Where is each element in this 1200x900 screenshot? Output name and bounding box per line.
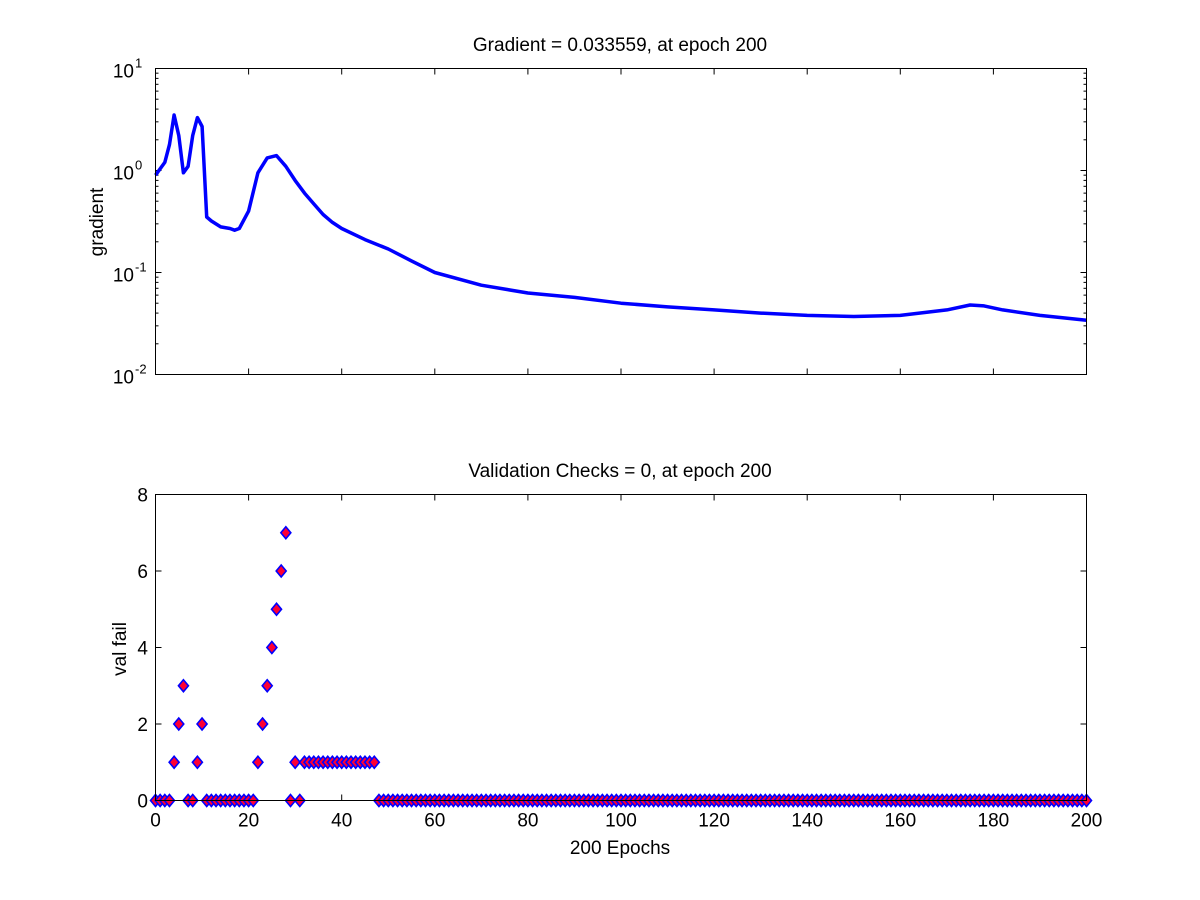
validation-point [261, 678, 274, 693]
validation-point [196, 716, 209, 732]
validation-x-tick-label: 180 [978, 811, 1010, 832]
validation-y-tick-label: 2 [137, 715, 148, 736]
gradient-y-tick-label: 10 [113, 368, 134, 389]
validation-x-tick-label: 100 [605, 811, 637, 832]
validation-y-tick-label: 6 [137, 562, 148, 583]
validation-x-tick-label: 0 [150, 811, 161, 832]
gradient-y-tick-exponent: -1 [135, 260, 147, 275]
gradient-y-tick-label: 10 [113, 62, 134, 83]
validation-point [256, 716, 269, 732]
validation-plot: Validation Checks = 0, at epoch 200 val … [110, 461, 1102, 859]
validation-point [177, 678, 190, 693]
validation-ticks: 0 20 40 60 80 100 120 140 160 180 200 0 2 4 6 8 [137, 486, 1102, 832]
validation-y-axis-label: val fail [110, 622, 131, 676]
gradient-y-tick-label: 10 [113, 164, 134, 185]
validation-plot-frame [155, 494, 1087, 801]
validation-x-tick-label: 200 [1071, 811, 1103, 832]
validation-point [279, 525, 292, 540]
validation-point [191, 755, 204, 770]
validation-x-tick-label: 120 [698, 811, 730, 832]
validation-x-tick-label: 140 [791, 811, 823, 832]
validation-x-tick-label: 60 [424, 811, 445, 832]
gradient-y-axis-label: gradient [87, 187, 108, 256]
validation-y-tick-label: 4 [137, 639, 148, 660]
validation-y-tick-label: 8 [137, 486, 148, 507]
validation-x-tick-label: 20 [238, 811, 259, 832]
validation-point [265, 640, 278, 655]
gradient-y-tick-exponent: 0 [135, 158, 142, 173]
gradient-series [154, 113, 1087, 323]
gradient-y-tick-exponent: 1 [135, 56, 142, 71]
validation-point [168, 755, 181, 770]
validation-x-tick-label: 80 [517, 811, 538, 832]
validation-point [172, 716, 185, 732]
validation-x-axis-label: 200 Epochs [570, 838, 670, 859]
gradient-y-tick-label: 10 [113, 266, 134, 287]
validation-y-tick-label: 0 [137, 792, 148, 813]
gradient-y-tick-exponent: -2 [135, 362, 147, 377]
validation-plot-title: Validation Checks = 0, at epoch 200 [468, 461, 771, 482]
gradient-plot-frame [155, 68, 1087, 375]
validation-point [368, 755, 381, 770]
validation-x-tick-label: 160 [884, 811, 916, 832]
gradient-plot-title: Gradient = 0.033559, at epoch 200 [473, 35, 767, 56]
validation-point [251, 755, 264, 770]
validation-x-tick-label: 40 [331, 811, 352, 832]
gradient-plot: Gradient = 0.033559, at epoch 200 gradie… [87, 35, 1087, 389]
gradient-series-line [154, 113, 1087, 323]
validation-point [270, 602, 283, 617]
validation-point [275, 563, 288, 579]
validation-point [289, 755, 302, 770]
